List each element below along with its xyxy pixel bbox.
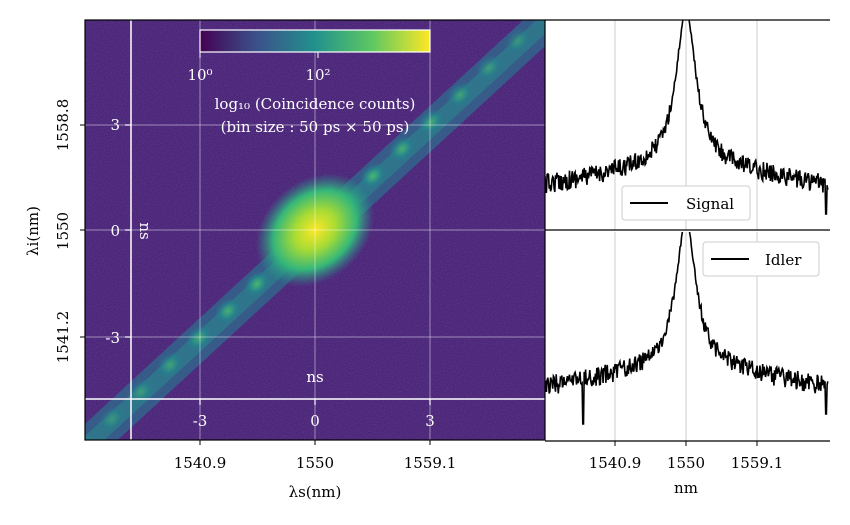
x-tick-label: 1550 [296,454,334,472]
idler-x-tick-label: 1540.9 [589,454,642,472]
inner-tick-marks [125,124,431,405]
heatmap-panel: -3 0 3 ns 3 0 -3 ns 10⁰ 10² log₁₀ (Coinc… [24,0,595,501]
heatmap-side-lobe [558,0,595,5]
idler-legend-box [702,241,820,277]
idler-spectrum-line [545,232,829,425]
inner-x-tick-label: -3 [193,412,208,430]
signal-spectrum-line [545,20,829,215]
heatmap-side-lobe [156,351,184,379]
heatmap-side-lobe [388,135,416,163]
x-tick-label: 1540.9 [174,454,227,472]
heatmap-side-lobe [214,297,242,325]
y-axis-label: λi(nm) [24,206,42,256]
y-tick-label: 1541.2 [54,311,72,364]
inner-x-unit-label: ns [306,368,323,386]
heatmap-side-lobe [243,270,271,298]
colorbar-label: log₁₀ (Coincidence counts) [215,95,416,113]
inner-y-tick-label: 3 [110,116,120,134]
inner-x-tick-label: 3 [425,412,435,430]
heatmap-side-lobe [98,405,126,433]
idler-legend-label: Idler [765,251,802,269]
outer-tick-marks [80,124,431,445]
idler-legend: Idler [702,241,820,277]
signal-legend-box [621,185,751,221]
colorbar-gradient [199,29,431,53]
signal-legend-label: Signal [686,195,734,213]
inner-y-unit-label: ns [136,222,154,239]
colorbar-tick-label: 10⁰ [187,66,212,84]
idler-x-tick-label: 1550 [667,454,705,472]
x-tick-label: 1559.1 [404,454,457,472]
idler-x-axis-label: nm [674,479,698,497]
colorbar-bin-size: (bin size : 50 ps × 50 ps) [221,118,410,136]
heatmap-side-lobe [36,455,73,492]
inner-y-tick-label: 0 [110,222,120,240]
inner-x-tick-label: 0 [310,412,320,430]
heatmap-side-lobe [446,81,474,109]
x-axis-label: λs(nm) [289,483,342,501]
signal-legend: Signal [621,185,751,221]
inner-y-tick-label: -3 [105,329,120,347]
y-tick-label: 1550 [54,212,72,250]
idler-x-tick-label: 1559.1 [731,454,784,472]
y-tick-label: 1558.8 [54,99,72,152]
signal-panel: Signal [545,19,830,231]
colorbar: 10⁰ 10² log₁₀ (Coincidence counts) (bin … [187,29,431,136]
heatmap-central-peak [255,173,375,287]
heatmap-grid [85,20,545,440]
colorbar-tick-label: 10² [305,66,330,84]
heatmap-side-lobe [359,162,387,190]
idler-tick-marks [614,441,758,446]
idler-panel: Idler 1540.9 1550 1559.1 nm [545,232,830,497]
heatmap-side-lobe [475,54,503,82]
heatmap-side-lobe [417,108,445,136]
heatmap-side-lobe [185,324,213,352]
heatmap-side-lobe [504,27,532,55]
